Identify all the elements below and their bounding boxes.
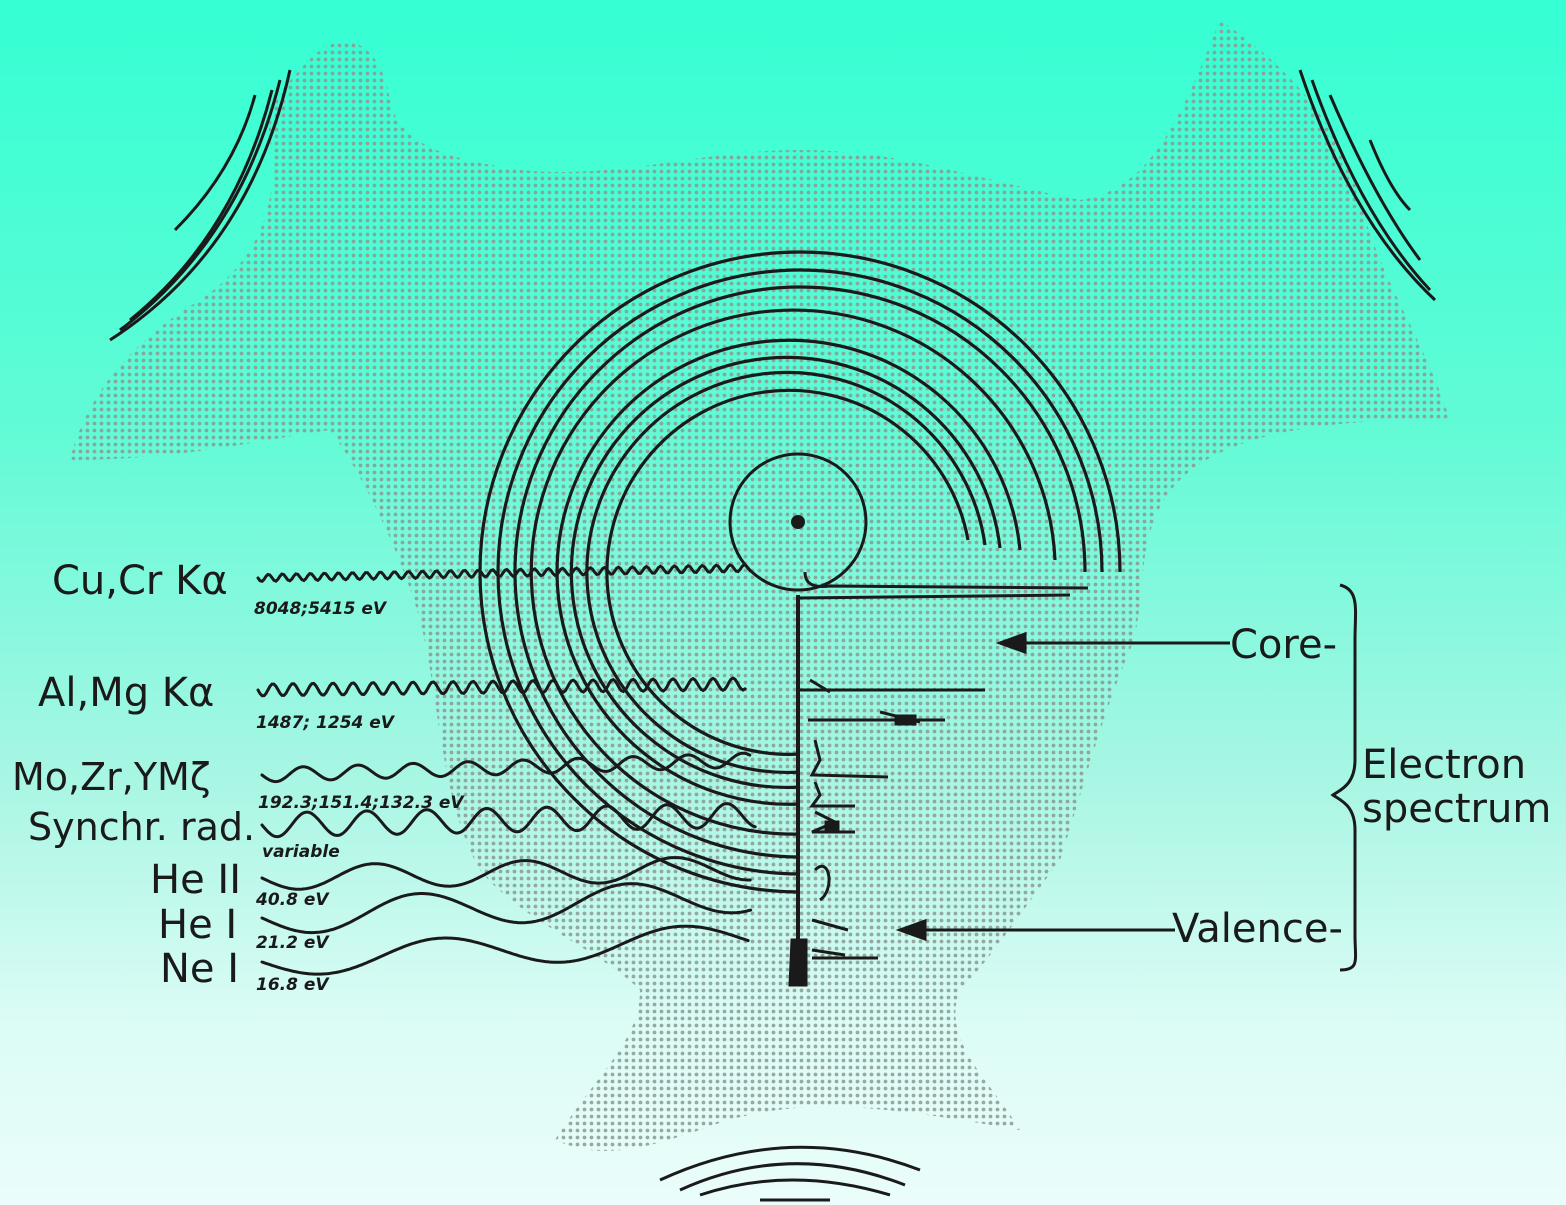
atom-nucleus	[791, 515, 805, 529]
source-energy-mo: 192.3;151.4;132.3 eV	[258, 793, 465, 813]
source-energy-he1: 21.2 eV	[256, 933, 330, 953]
source-arcs-bottom	[660, 1147, 920, 1200]
source-energy-ne1: 16.8 eV	[256, 975, 330, 995]
source-label-he1: He I	[158, 902, 237, 948]
bracket-label-line1: Electron	[1362, 742, 1526, 788]
source-energy-he2: 40.8 eV	[255, 890, 330, 910]
source-energy-al: 1487; 1254 eV	[256, 713, 396, 733]
valence-label: Valence-	[1172, 906, 1343, 952]
source-label-al: Al,Mg Kα	[38, 670, 214, 716]
source-label-ne1: Ne I	[160, 946, 239, 992]
source-energy-synchrotron: variable	[262, 842, 340, 862]
source-energy-cu: 8048;5415 eV	[254, 599, 388, 619]
source-label-mo: Mo,Zr,YMζ	[12, 755, 211, 799]
source-label-he2: He II	[150, 857, 241, 903]
core-label: Core-	[1230, 622, 1337, 668]
source-label-cu: Cu,Cr Kα	[52, 558, 228, 604]
source-label-synchrotron: Synchr. rad.	[28, 805, 255, 849]
bracket-label-line2: spectrum	[1362, 786, 1551, 832]
